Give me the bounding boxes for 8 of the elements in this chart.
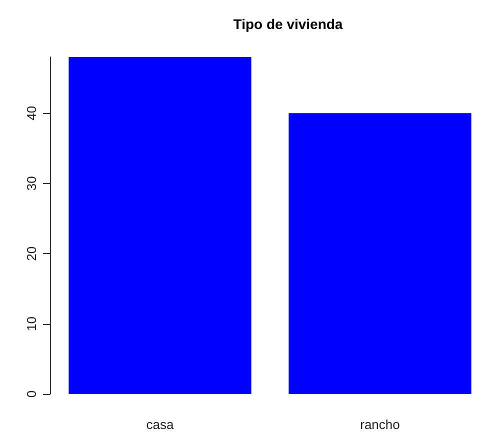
x-tick-label: casa: [146, 417, 174, 432]
chart-title: Tipo de vivienda: [233, 16, 343, 32]
y-tick-label: 30: [24, 176, 39, 191]
x-tick-label: rancho: [360, 417, 400, 432]
y-tick-label: 40: [24, 106, 39, 120]
y-tick-label: 0: [24, 390, 39, 398]
y-tick-label: 10: [24, 316, 39, 332]
y-tick-label: 20: [24, 246, 39, 261]
